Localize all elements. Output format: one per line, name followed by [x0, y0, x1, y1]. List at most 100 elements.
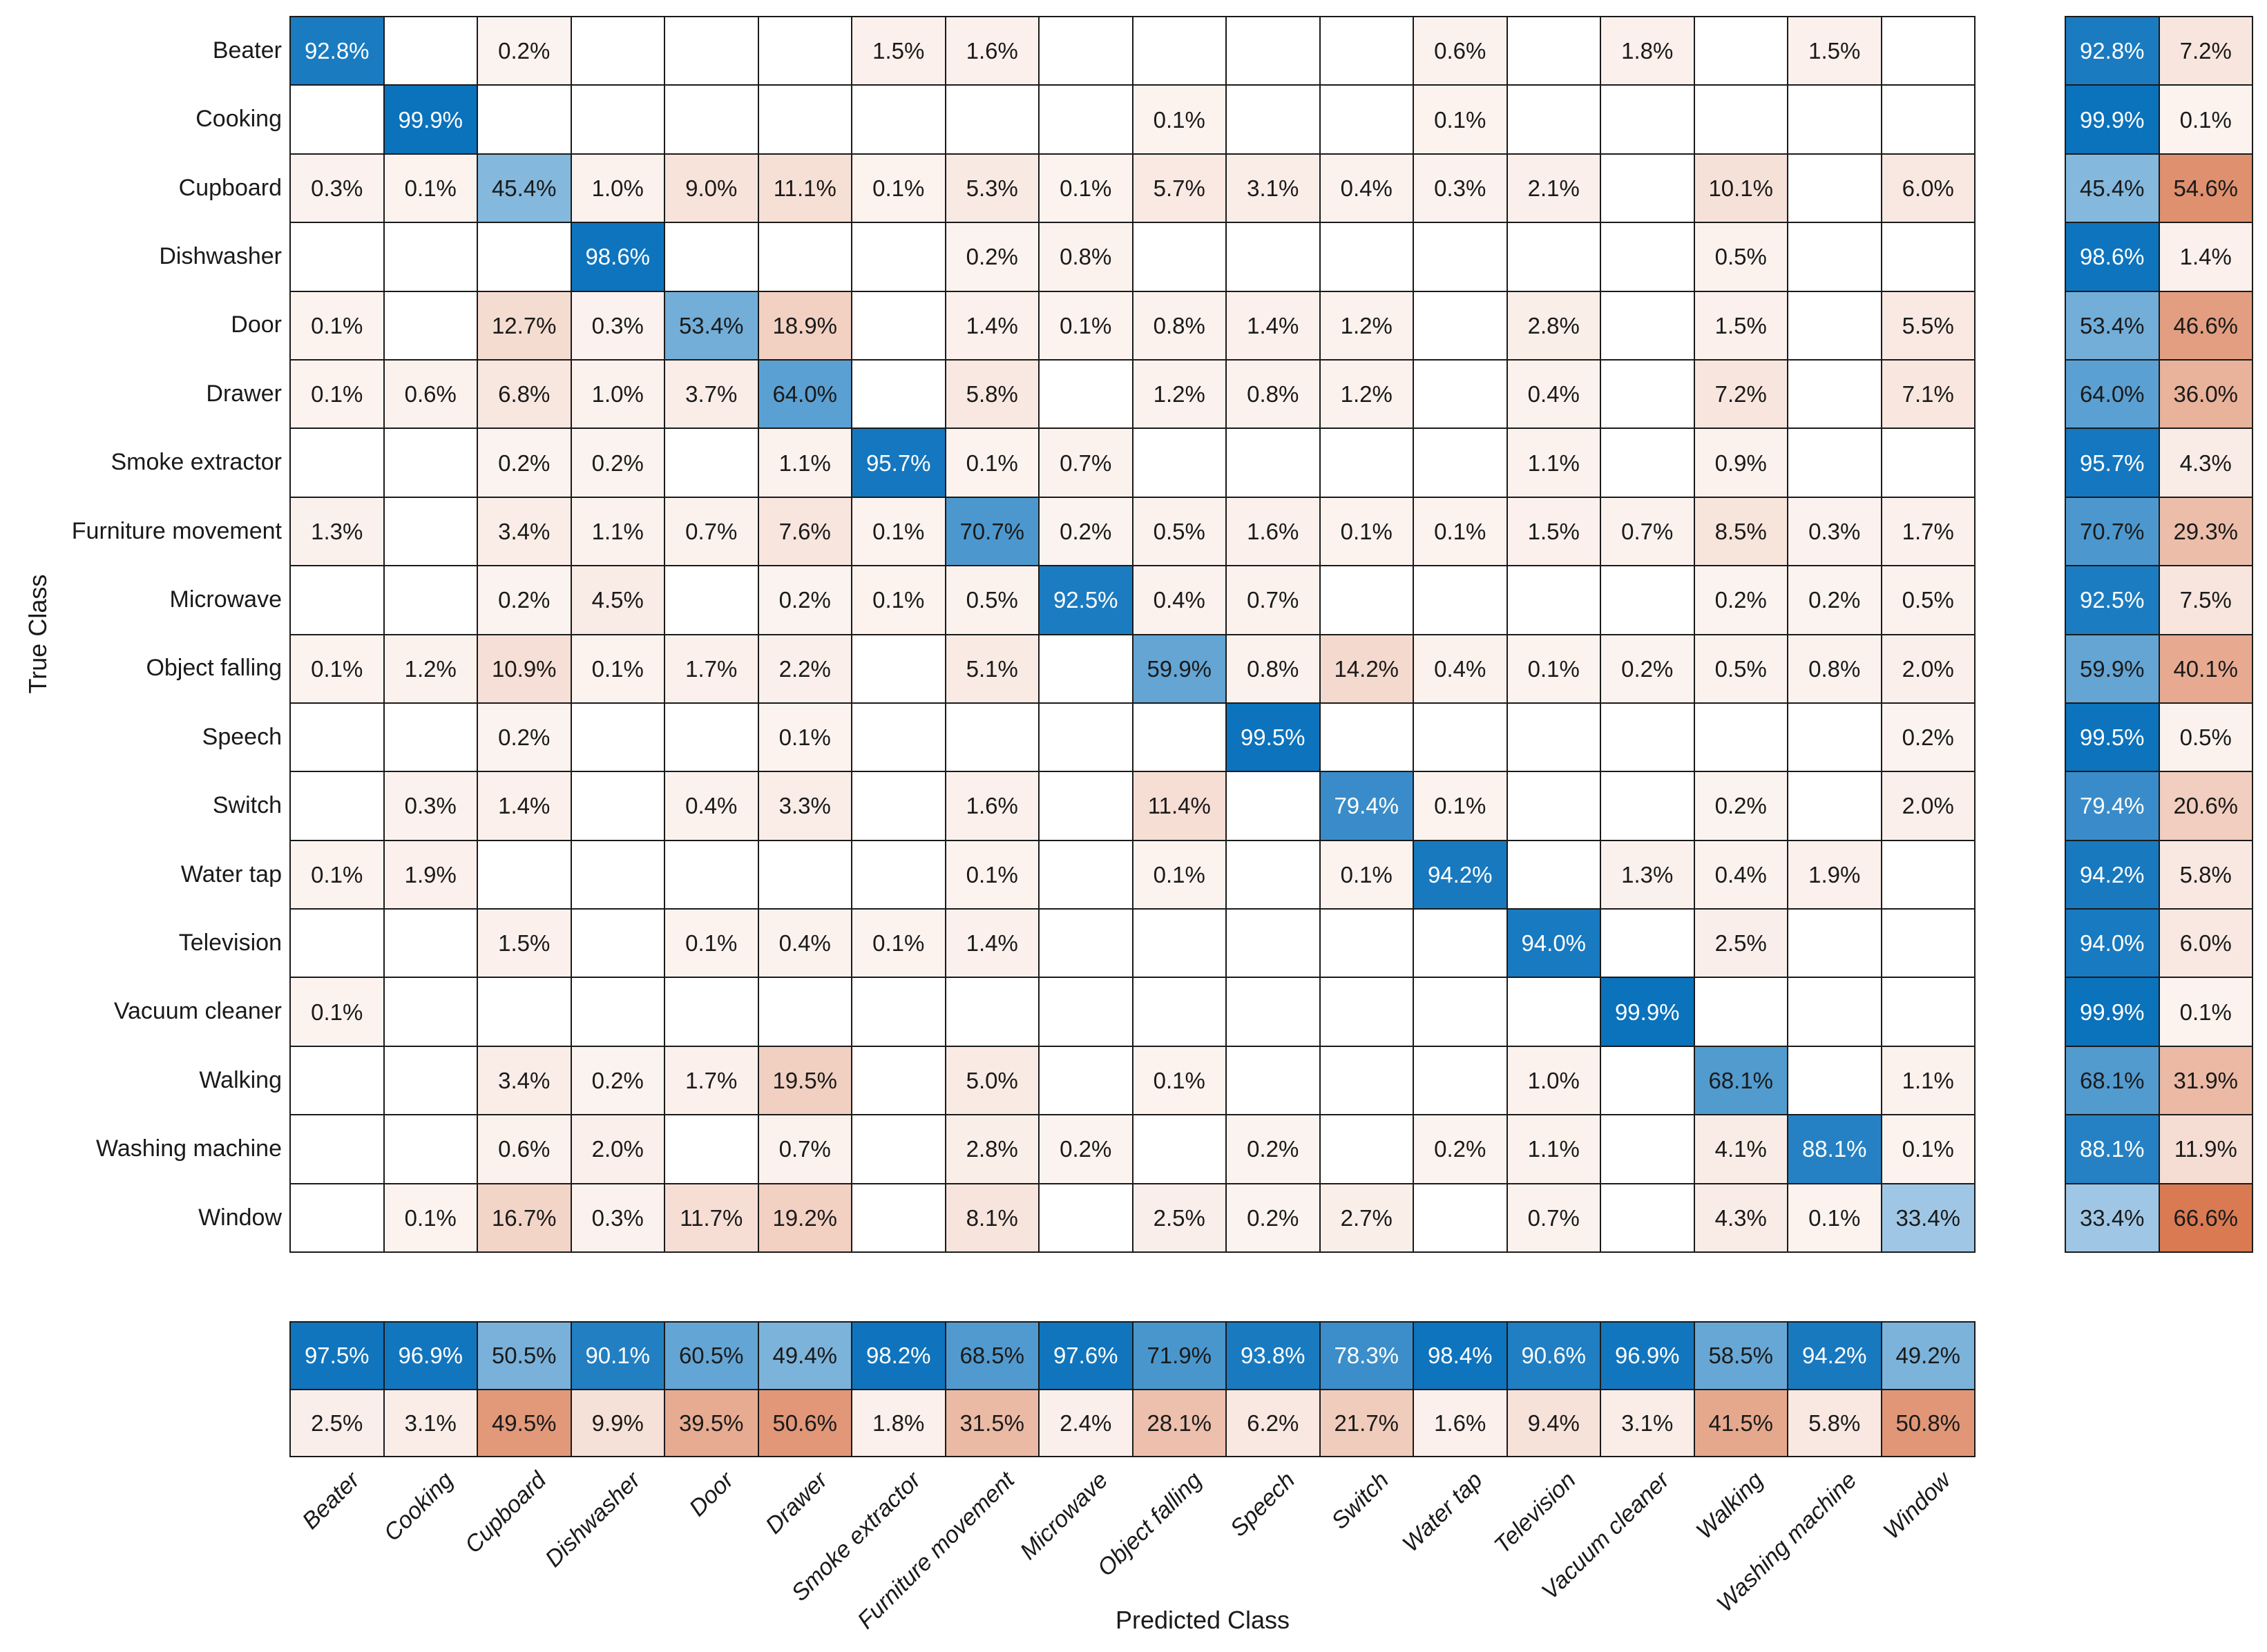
matrix-cell: 1.0%: [571, 359, 664, 429]
matrix-cell: 0.1%: [664, 909, 758, 978]
matrix-cell: [1226, 17, 1320, 86]
matrix-cell: [1226, 1046, 1320, 1115]
matrix-cell: [664, 977, 758, 1046]
matrix-cell: [1600, 153, 1694, 223]
matrix-cell: [1039, 909, 1133, 978]
matrix-cell: 14.2%: [1319, 634, 1413, 703]
matrix-cell: [852, 634, 946, 703]
matrix-cell: 1.5%: [1694, 291, 1788, 360]
matrix-cell: [571, 85, 664, 154]
matrix-cell: 0.2%: [477, 17, 571, 86]
matrix-cell: 0.5%: [1132, 497, 1226, 566]
column-summary-precision-cell: 90.1%: [571, 1322, 664, 1390]
x-tick-label: Drawer: [760, 1467, 833, 1539]
matrix-cell: [1319, 222, 1413, 291]
matrix-cell: [383, 17, 477, 86]
matrix-cell: [1319, 1115, 1413, 1184]
matrix-cell: [383, 222, 477, 291]
x-tick-label: Microwave: [1015, 1467, 1113, 1565]
matrix-cell: 5.7%: [1132, 153, 1226, 223]
matrix-cell: 0.1%: [1413, 497, 1507, 566]
matrix-cell: 0.6%: [383, 359, 477, 429]
matrix-cell: 11.1%: [758, 153, 852, 223]
matrix-cell: 5.0%: [945, 1046, 1039, 1115]
matrix-cell: 0.4%: [1694, 840, 1788, 910]
matrix-cell: [1788, 291, 1882, 360]
matrix-cell: [1226, 771, 1320, 841]
matrix-cell: [1319, 1046, 1413, 1115]
matrix-cell: 0.9%: [1694, 428, 1788, 497]
column-summary-precision-cell: 90.6%: [1506, 1322, 1600, 1390]
matrix-cell: [290, 1115, 384, 1184]
matrix-cell: 53.4%: [664, 291, 758, 360]
matrix-cell: [290, 85, 384, 154]
row-summary-missrate-cell: 11.9%: [2159, 1115, 2252, 1184]
column-summary-precision-cell: 98.4%: [1413, 1322, 1507, 1390]
matrix-cell: 6.0%: [1881, 153, 1975, 223]
matrix-cell: [852, 359, 946, 429]
column-summary-fdr-cell: 2.5%: [290, 1389, 384, 1457]
x-tick-label: Beater: [296, 1467, 365, 1535]
x-tick-label: Door: [684, 1467, 739, 1521]
matrix-cell: 0.1%: [1132, 1046, 1226, 1115]
matrix-cell: 2.5%: [1694, 909, 1788, 978]
column-summary-fdr-cell: 1.8%: [852, 1389, 946, 1457]
row-summary-missrate-cell: 29.3%: [2159, 497, 2252, 566]
matrix-cell: 1.2%: [1319, 291, 1413, 360]
matrix-cell: [1132, 428, 1226, 497]
column-summary-fdr-cell: 31.5%: [945, 1389, 1039, 1457]
matrix-cell: [383, 702, 477, 772]
matrix-cell: 0.4%: [1413, 634, 1507, 703]
matrix-cell: [1506, 17, 1600, 86]
y-tick-label: Window: [198, 1204, 282, 1231]
matrix-cell: 19.5%: [758, 1046, 852, 1115]
column-summary-fdr-cell: 3.1%: [1600, 1389, 1694, 1457]
matrix-cell: 99.9%: [383, 85, 477, 154]
matrix-cell: 0.1%: [852, 566, 946, 635]
matrix-cell: 33.4%: [1881, 1183, 1975, 1253]
matrix-cell: 1.0%: [571, 153, 664, 223]
x-tick-label: Switch: [1326, 1467, 1395, 1535]
matrix-cell: [571, 702, 664, 772]
matrix-cell: [1132, 1115, 1226, 1184]
matrix-cell: 2.0%: [571, 1115, 664, 1184]
matrix-cell: [1788, 428, 1882, 497]
matrix-cell: 0.8%: [1226, 359, 1320, 429]
matrix-cell: [1788, 359, 1882, 429]
column-summary-fdr-cell: 39.5%: [664, 1389, 758, 1457]
matrix-cell: 0.1%: [1413, 771, 1507, 841]
row-summary-recall-cell: 95.7%: [2065, 428, 2159, 497]
column-summary-fdr-cell: 50.8%: [1881, 1389, 1975, 1457]
matrix-cell: [758, 977, 852, 1046]
matrix-cell: 0.1%: [1788, 1183, 1882, 1253]
matrix-cell: [1039, 85, 1133, 154]
matrix-cell: [1413, 977, 1507, 1046]
matrix-cell: [1039, 702, 1133, 772]
row-summary-missrate-cell: 31.9%: [2159, 1046, 2252, 1115]
matrix-cell: 0.1%: [1413, 85, 1507, 154]
matrix-cell: 7.1%: [1881, 359, 1975, 429]
matrix-cell: 4.1%: [1694, 1115, 1788, 1184]
matrix-cell: 3.3%: [758, 771, 852, 841]
matrix-cell: [1881, 840, 1975, 910]
matrix-cell: [1788, 222, 1882, 291]
matrix-cell: [290, 566, 384, 635]
matrix-cell: 0.6%: [1413, 17, 1507, 86]
matrix-cell: [571, 977, 664, 1046]
matrix-cell: 10.1%: [1694, 153, 1788, 223]
matrix-cell: 1.7%: [664, 634, 758, 703]
matrix-cell: [1039, 771, 1133, 841]
matrix-cell: 1.6%: [1226, 497, 1320, 566]
matrix-cell: 94.0%: [1506, 909, 1600, 978]
x-tick-label: Cupboard: [460, 1467, 552, 1559]
row-summary-recall-cell: 68.1%: [2065, 1046, 2159, 1115]
matrix-cell: [477, 977, 571, 1046]
matrix-cell: [1132, 222, 1226, 291]
x-tick-label: Walking: [1691, 1467, 1769, 1544]
x-tick-label: Furniture movement: [852, 1467, 1020, 1634]
matrix-cell: [1413, 1183, 1507, 1253]
row-summary-missrate-cell: 0.5%: [2159, 702, 2252, 772]
row-summary-missrate-cell: 54.6%: [2159, 153, 2252, 223]
matrix-cell: 0.2%: [571, 428, 664, 497]
matrix-cell: [383, 909, 477, 978]
